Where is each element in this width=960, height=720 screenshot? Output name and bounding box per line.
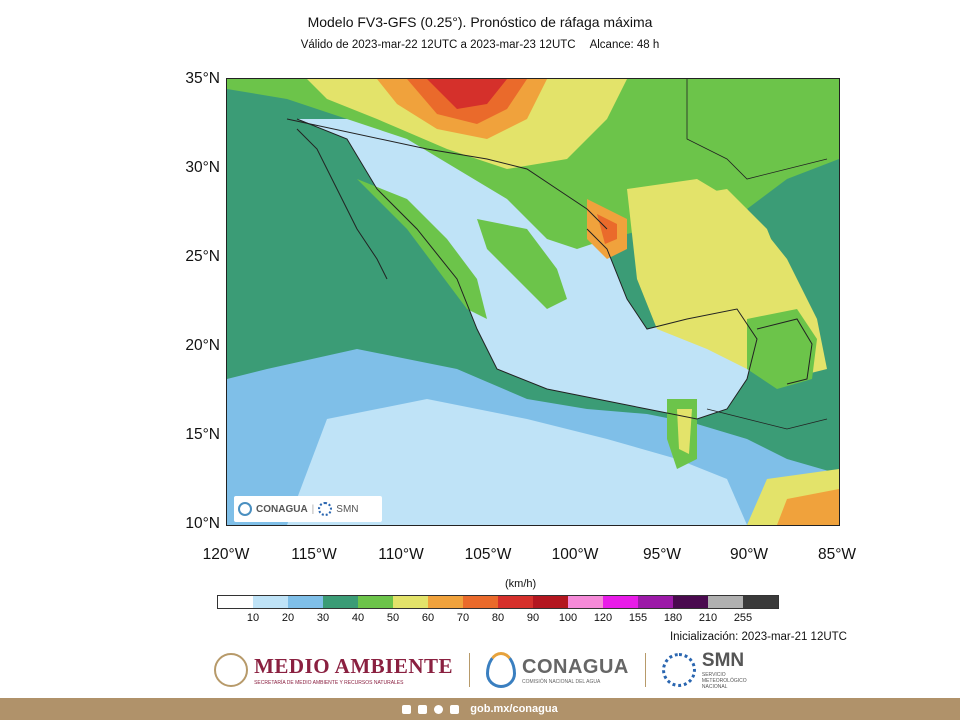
footer-logos: MEDIO AMBIENTE SECRETARÍA DE MEDIO AMBIE…	[0, 648, 960, 692]
lon-label: 95°W	[642, 546, 682, 563]
colorbar-swatch	[393, 596, 428, 608]
website-link[interactable]: gob.mx/conagua	[470, 703, 558, 715]
gulf-inner-yellow	[667, 189, 787, 299]
colorbar-tick-label: 10	[246, 612, 260, 624]
colorbar-tick-label: 70	[456, 612, 470, 624]
colorbar-swatch	[673, 596, 708, 608]
logo-divider	[644, 653, 646, 687]
colorbar-swatch	[253, 596, 288, 608]
lat-label: 35°N	[185, 70, 220, 87]
chart-subtitle: Válido de 2023-mar-22 12UTC a 2023-mar-2…	[0, 39, 960, 51]
north-max-zone	[427, 79, 507, 109]
smn-text: SMN	[701, 650, 745, 671]
smn-spiral-icon	[661, 653, 696, 687]
conagua-drop-icon	[486, 652, 517, 688]
colorbar-swatch	[498, 596, 533, 608]
facebook-icon[interactable]	[402, 704, 412, 714]
medio-ambiente-text: MEDIO AMBIENTE	[254, 654, 454, 678]
colorbar-tick-label: 40	[351, 612, 365, 624]
colorbar-tick-label: 210	[698, 612, 718, 624]
chart-title: Modelo FV3-GFS (0.25°). Pronóstico de rá…	[307, 14, 653, 30]
colorbar-swatch	[638, 596, 673, 608]
colorbar-tick-label: 255	[733, 612, 753, 624]
range-text: Alcance: 48 h	[589, 39, 660, 51]
lon-label: 110°W	[378, 546, 424, 563]
lat-label: 25°N	[185, 248, 220, 265]
instagram-icon[interactable]	[434, 704, 444, 714]
colorbar	[217, 595, 779, 609]
twitter-icon[interactable]	[418, 704, 428, 714]
initialization-text: Inicialización: 2023-mar-21 12UTC	[669, 631, 847, 643]
mexico-coastline	[296, 118, 758, 420]
colorbar-tick-label: 20	[281, 612, 295, 624]
tehuantepec-core	[677, 409, 692, 454]
colorbar-swatch	[323, 596, 358, 608]
lon-label: 100°W	[551, 546, 599, 563]
colorbar-swatch	[288, 596, 323, 608]
colorbar-swatch	[533, 596, 568, 608]
colorbar-swatch	[743, 596, 778, 608]
watermark-conagua: CONAGUA	[256, 503, 308, 515]
colorbar-tick-label: 180	[663, 612, 683, 624]
colorbar-swatch	[218, 596, 253, 608]
lat-label: 10°N	[185, 515, 220, 532]
lon-label: 85°W	[817, 546, 857, 563]
lon-label: 105°W	[464, 546, 512, 563]
pacific-calm-zone	[287, 399, 747, 525]
lon-label: 115°W	[291, 546, 337, 563]
legend-units: (km/h)	[505, 578, 537, 590]
youtube-icon[interactable]	[450, 704, 460, 714]
colorbar-swatch	[428, 596, 463, 608]
sierra-madre-occidental	[357, 179, 487, 319]
colorbar-swatch	[358, 596, 393, 608]
lon-label: 120°W	[202, 546, 250, 563]
lat-label: 20°N	[185, 337, 220, 354]
lon-label: 90°W	[729, 546, 769, 563]
central-america-coast	[706, 408, 828, 430]
conagua-text: CONAGUA	[522, 655, 629, 678]
colorbar-swatch	[463, 596, 498, 608]
conagua-watermark-icon	[238, 502, 252, 516]
conagua-logo: CONAGUA COMISIÓN NACIONAL DEL AGUA	[486, 652, 629, 688]
colorbar-swatch	[708, 596, 743, 608]
baja-california-coast	[296, 128, 388, 280]
us-mexico-border	[286, 118, 608, 230]
yucatan-region	[747, 309, 817, 389]
lat-label: 30°N	[185, 159, 220, 176]
conagua-subtext: COMISIÓN NACIONAL DEL AGUA	[522, 678, 601, 685]
colorbar-swatch	[568, 596, 603, 608]
colorbar-swatch	[603, 596, 638, 608]
map-canvas	[227, 79, 839, 525]
logo-divider	[469, 653, 471, 687]
validity-text: Válido de 2023-mar-22 12UTC a 2023-mar-2…	[300, 39, 576, 51]
coat-of-arms-icon	[214, 653, 249, 687]
smn-subtext: SERVICIO METEOROLÓGICO NACIONAL	[701, 672, 747, 690]
watermark-smn: SMN	[336, 503, 359, 515]
colorbar-tick-label: 90	[526, 612, 540, 624]
gust-forecast-map	[226, 78, 840, 526]
us-state-borders	[686, 79, 828, 180]
bottom-bar: gob.mx/conagua	[0, 698, 960, 720]
colorbar-tick-label: 120	[593, 612, 613, 624]
colorbar-tick-label: 155	[628, 612, 648, 624]
smn-watermark-icon	[318, 502, 333, 516]
medio-ambiente-subtext: SECRETARÍA DE MEDIO AMBIENTE Y RECURSOS …	[254, 680, 404, 686]
map-watermark: CONAGUA | SMN	[234, 496, 382, 522]
lat-label: 15°N	[185, 426, 220, 443]
colorbar-tick-label: 60	[421, 612, 435, 624]
colorbar-tick-label: 30	[316, 612, 330, 624]
colorbar-tick-label: 80	[491, 612, 505, 624]
colorbar-tick-label: 50	[386, 612, 400, 624]
yucatan-coast	[756, 318, 813, 385]
medio-ambiente-logo: MEDIO AMBIENTE SECRETARÍA DE MEDIO AMBIE…	[214, 653, 453, 687]
colorbar-tick-label: 100	[558, 612, 578, 624]
central-plateau	[477, 219, 567, 309]
smn-logo: SMN SERVICIO METEOROLÓGICO NACIONAL	[661, 650, 747, 690]
caribbean-orange	[777, 489, 839, 525]
